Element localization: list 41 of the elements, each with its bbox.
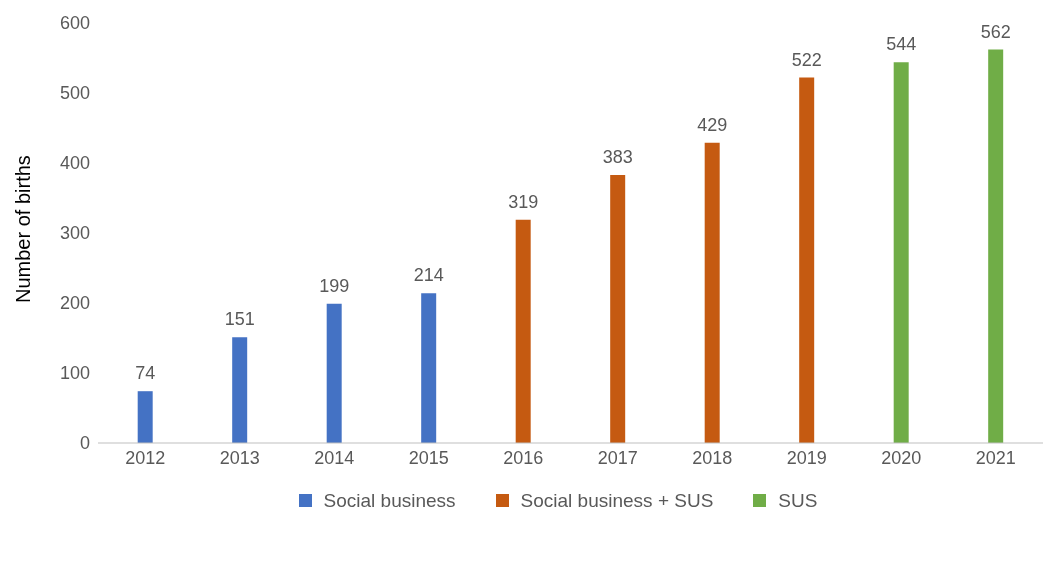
bar <box>610 174 626 443</box>
bar <box>515 219 531 443</box>
bar <box>137 391 153 443</box>
x-tick-label: 2013 <box>219 447 260 468</box>
bar <box>326 303 342 443</box>
bar <box>704 142 720 443</box>
x-tick-label: 2012 <box>125 447 166 468</box>
data-label: 151 <box>224 309 255 330</box>
bar <box>421 293 437 443</box>
y-tick-label: 600 <box>59 13 90 34</box>
legend-label: SUS <box>778 489 818 513</box>
data-label: 544 <box>886 34 917 55</box>
x-tick-label: 2020 <box>881 447 922 468</box>
bar <box>988 49 1004 443</box>
x-tick-label: 2016 <box>503 447 544 468</box>
data-label: 214 <box>413 265 444 286</box>
data-label: 429 <box>697 114 728 135</box>
y-tick-label: 500 <box>59 83 90 104</box>
data-label: 522 <box>791 49 822 70</box>
data-label: 199 <box>319 275 350 296</box>
y-tick-label: 0 <box>79 433 90 454</box>
x-tick-label: 2017 <box>597 447 638 468</box>
bar <box>232 337 248 443</box>
x-tick-label: 2019 <box>786 447 827 468</box>
bar <box>799 77 815 443</box>
x-tick-label: 2018 <box>692 447 733 468</box>
x-tick-label: 2014 <box>314 447 355 468</box>
y-axis-title: Number of births <box>12 155 35 303</box>
data-label: 383 <box>602 146 633 167</box>
x-tick-label: 2015 <box>408 447 449 468</box>
bar <box>893 62 909 443</box>
y-tick-label: 400 <box>59 153 90 174</box>
y-tick-label: 200 <box>59 293 90 314</box>
x-tick-label: 2021 <box>975 447 1016 468</box>
y-tick-label: 100 <box>59 363 90 384</box>
legend-label: Social business + SUS <box>520 489 714 513</box>
data-label: 562 <box>980 21 1011 42</box>
data-label: 319 <box>508 191 539 212</box>
data-label: 74 <box>135 363 156 384</box>
legend-label: Social business <box>323 489 456 513</box>
y-tick-label: 300 <box>59 223 90 244</box>
